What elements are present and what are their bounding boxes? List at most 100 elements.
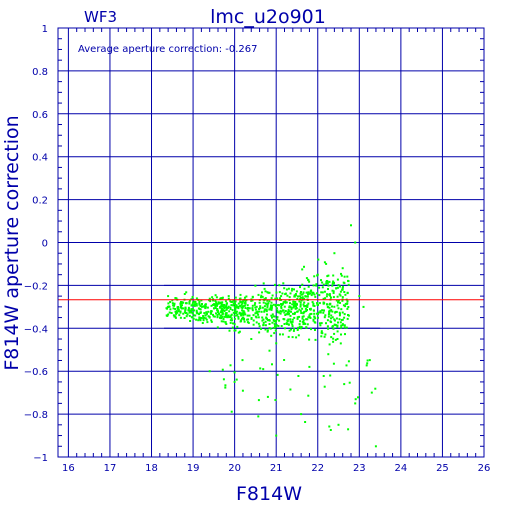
data-point <box>332 340 335 343</box>
data-point <box>332 280 335 283</box>
data-point <box>315 284 318 287</box>
data-point <box>344 302 347 305</box>
data-point <box>220 304 223 307</box>
data-point <box>292 304 295 307</box>
data-point <box>263 305 266 308</box>
data-point <box>220 320 223 323</box>
data-point <box>316 292 318 295</box>
y-tick-label: −0.6 <box>24 367 48 378</box>
data-point <box>255 305 258 308</box>
data-point <box>336 330 339 333</box>
data-point <box>328 293 331 296</box>
data-point <box>330 296 332 299</box>
data-point <box>271 316 273 319</box>
data-point <box>279 297 281 300</box>
data-point <box>239 293 242 296</box>
data-point <box>280 305 283 308</box>
data-point <box>269 304 272 307</box>
data-point <box>224 313 227 316</box>
data-point <box>237 302 240 305</box>
data-point <box>266 299 269 302</box>
data-point <box>274 329 277 332</box>
data-point <box>345 326 348 329</box>
data-point <box>321 281 324 284</box>
data-point <box>347 283 350 286</box>
data-point <box>233 323 236 326</box>
data-point <box>342 285 344 288</box>
data-point <box>341 288 344 291</box>
data-point <box>212 299 215 302</box>
data-point <box>204 317 207 320</box>
data-point <box>210 304 213 307</box>
data-point <box>179 310 182 313</box>
data-point <box>241 359 244 362</box>
data-point <box>327 313 330 316</box>
data-point <box>299 297 302 300</box>
data-point <box>312 304 315 307</box>
data-point <box>240 312 242 315</box>
data-point <box>288 310 291 313</box>
data-point <box>307 291 310 294</box>
data-point <box>309 313 312 316</box>
data-point <box>319 324 322 327</box>
data-point <box>354 398 357 401</box>
data-point <box>262 282 265 285</box>
data-point <box>294 301 297 303</box>
data-point <box>261 316 264 319</box>
data-point <box>260 294 263 297</box>
data-point <box>299 320 302 323</box>
data-point <box>273 332 276 335</box>
data-point <box>269 308 272 310</box>
data-point <box>337 301 339 304</box>
data-point <box>318 302 321 305</box>
data-point <box>289 388 292 391</box>
data-point <box>328 309 331 312</box>
data-point <box>307 316 310 319</box>
data-point <box>207 315 210 318</box>
data-point <box>237 331 240 334</box>
data-point <box>178 314 181 317</box>
data-point <box>297 295 299 298</box>
data-point <box>237 315 240 318</box>
data-point <box>170 312 173 314</box>
average-correction-annotation: Average aperture correction: -0.267 <box>78 44 258 55</box>
data-point <box>276 318 279 321</box>
data-point <box>337 299 340 302</box>
y-tick-label: 0.8 <box>32 67 48 78</box>
data-point <box>179 302 182 305</box>
data-point <box>247 321 250 324</box>
data-point <box>213 315 216 318</box>
data-point <box>183 311 186 314</box>
data-point <box>289 320 292 323</box>
data-point <box>325 295 328 298</box>
data-point <box>177 306 180 309</box>
data-point <box>327 274 330 277</box>
data-point <box>212 298 215 301</box>
data-point <box>246 314 249 317</box>
data-point <box>266 302 269 305</box>
data-point <box>199 311 202 314</box>
data-point <box>289 302 291 305</box>
data-point <box>274 303 277 306</box>
data-point <box>341 296 344 299</box>
data-point <box>191 316 194 319</box>
data-point <box>235 306 238 309</box>
data-point <box>304 421 307 423</box>
data-point <box>344 293 347 296</box>
data-point <box>194 314 197 317</box>
data-point <box>195 297 198 300</box>
y-tick-label: 0 <box>42 239 48 250</box>
data-point <box>271 363 273 366</box>
data-point <box>224 386 227 389</box>
data-point <box>326 293 329 296</box>
y-tick-label: −0.8 <box>24 410 48 421</box>
data-point <box>247 309 250 312</box>
data-point <box>228 310 231 313</box>
data-point <box>268 323 271 325</box>
data-point <box>214 294 217 297</box>
data-point <box>308 314 311 317</box>
data-point <box>340 274 343 277</box>
data-point <box>343 324 346 327</box>
data-point <box>335 310 338 313</box>
